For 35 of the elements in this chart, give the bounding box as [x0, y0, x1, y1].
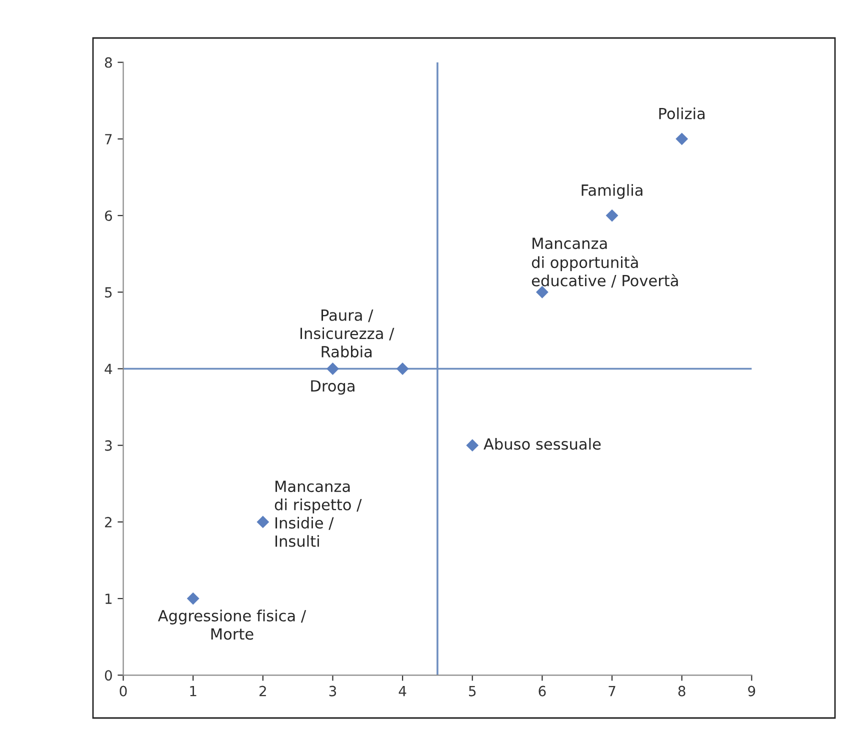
x-tick-label: 4 [398, 686, 406, 696]
y-tick-label: 6 [104, 210, 112, 222]
point [396, 362, 409, 375]
point [466, 439, 479, 452]
annotation: Famiglia [582, 184, 642, 199]
annotation: Polizia [659, 107, 705, 120]
annotation: Abuso sessuale [484, 438, 601, 450]
x-tick-label: 1 [190, 686, 196, 696]
point [326, 362, 339, 375]
x-tick-label: 2 [260, 686, 266, 696]
y-tick-label: 0 [104, 670, 112, 681]
y-tick-label: 7 [105, 134, 112, 144]
point [606, 209, 618, 222]
x-tick-label: 5 [469, 686, 476, 696]
y-tick-label: 8 [104, 57, 112, 68]
y-tick-label: 5 [105, 287, 112, 298]
x-tick-label: 8 [678, 686, 686, 696]
x-tick-label: 3 [329, 686, 336, 696]
annotation: Mancanza di rispetto / Insidie / Insulti [274, 480, 362, 547]
y-tick-label: 4 [104, 364, 112, 374]
x-tick-label: 7 [608, 686, 616, 696]
point [256, 516, 270, 528]
annotation: Aggressione fisica / Morte [158, 610, 306, 640]
x-tick-label: 9 [748, 686, 756, 696]
y-tick-label: 3 [105, 440, 112, 451]
annotation: Mancanza di opportunità educative / Povertà [532, 238, 678, 288]
x-tick-label: 0 [120, 686, 127, 696]
annotation: Paura / Insicurezza / Rabbia [300, 310, 394, 358]
y-tick-label: 1 [106, 594, 112, 604]
point [536, 286, 548, 298]
point [676, 132, 688, 146]
y-tick-label: 2 [105, 516, 112, 528]
x-tick-label: 6 [538, 686, 546, 696]
annotation: Droga [311, 380, 354, 395]
point [186, 592, 200, 605]
